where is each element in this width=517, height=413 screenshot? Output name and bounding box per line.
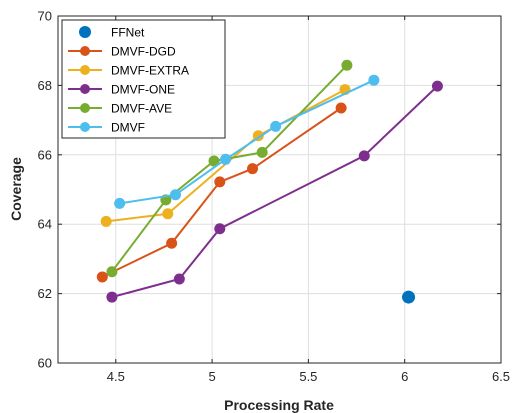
y-tick-label: 60 — [38, 356, 52, 371]
data-point — [358, 150, 370, 162]
legend-item: DMVF-AVE — [68, 102, 172, 116]
data-point — [431, 80, 443, 92]
data-point — [208, 155, 220, 167]
legend-label: DMVF-AVE — [111, 102, 172, 116]
data-point — [106, 266, 118, 278]
data-point — [335, 102, 347, 114]
series-dmvf — [114, 74, 380, 209]
legend-label: DMVF — [111, 121, 145, 135]
legend: FFNet DMVF-DGD DMVF-EXTRA DMVF-ONE DMVF-AVE D… — [61, 19, 226, 139]
legend-item: FFNet — [79, 26, 145, 40]
axes — [57, 15, 502, 364]
legend-marker — [80, 65, 90, 75]
series-dmvf-one — [106, 80, 443, 303]
data-point — [402, 290, 416, 304]
legend-item: DMVF-DGD — [68, 45, 176, 59]
data-point — [341, 59, 353, 71]
legend-label: FFNet — [111, 26, 145, 40]
series-dmvf-dgd — [96, 102, 347, 283]
data-point — [220, 153, 232, 165]
y-tick-label: 70 — [38, 9, 52, 24]
data-point — [114, 197, 126, 209]
y-tick-label: 64 — [38, 217, 52, 232]
data-point — [173, 273, 185, 285]
legend-marker — [80, 84, 90, 94]
data-point — [256, 146, 268, 158]
legend-marker — [79, 26, 91, 38]
y-tick-label: 62 — [38, 286, 52, 301]
data-point — [270, 120, 282, 132]
legend-marker — [80, 103, 90, 113]
y-axis-title: Coverage — [8, 157, 24, 221]
x-tick-label: 6.5 — [492, 369, 510, 384]
x-tick-label: 5 — [208, 369, 215, 384]
legend-marker — [80, 122, 90, 132]
legend-item: DMVF-ONE — [68, 83, 175, 97]
x-tick-label: 6 — [401, 369, 408, 384]
data-point — [166, 237, 178, 249]
legend-label: DMVF-ONE — [111, 83, 175, 97]
data-series — [96, 59, 443, 304]
x-axis-title: Processing Rate — [224, 397, 334, 413]
legend-box — [61, 19, 226, 139]
legend-label: DMVF-DGD — [111, 45, 176, 59]
legend-label: DMVF-EXTRA — [111, 64, 189, 78]
data-point — [247, 163, 259, 175]
data-point — [368, 74, 380, 86]
data-point — [162, 208, 174, 220]
data-point — [96, 271, 108, 283]
data-point — [106, 291, 118, 303]
legend-marker — [80, 46, 90, 56]
tick-labels: 4.5 5 5.5 6 6.5 60 62 64 66 68 70 — [38, 9, 511, 385]
data-point — [214, 176, 226, 188]
legend-item: DMVF-EXTRA — [68, 64, 189, 78]
legend-item: DMVF — [68, 121, 145, 135]
x-tick-label: 5.5 — [299, 369, 317, 384]
y-tick-label: 68 — [38, 78, 52, 93]
series-ffnet — [402, 290, 416, 304]
data-point — [214, 223, 226, 235]
y-tick-label: 66 — [38, 147, 52, 162]
data-point — [169, 189, 181, 201]
x-tick-label: 4.5 — [107, 369, 125, 384]
axes-box — [57, 15, 502, 364]
data-point — [100, 215, 112, 227]
